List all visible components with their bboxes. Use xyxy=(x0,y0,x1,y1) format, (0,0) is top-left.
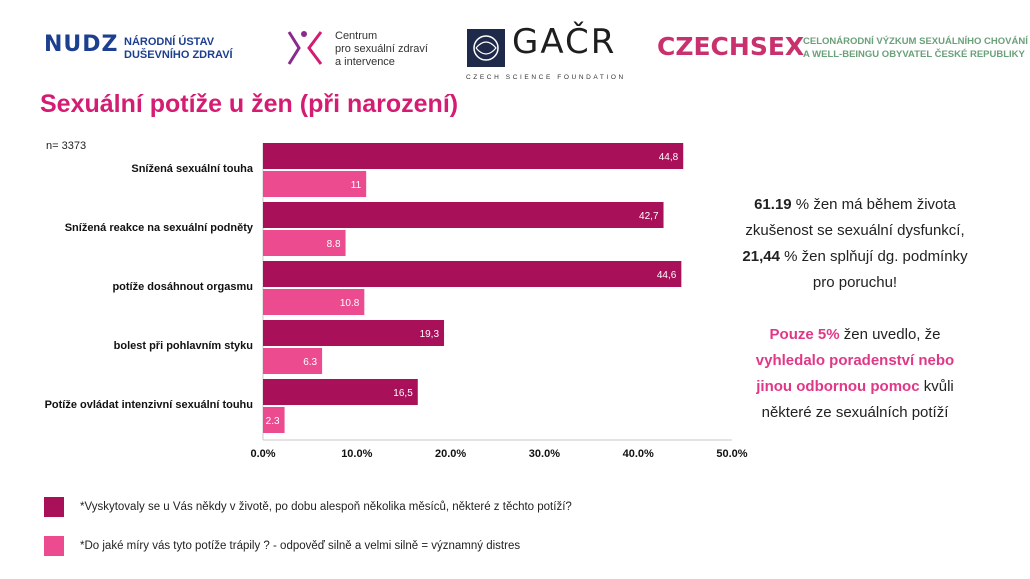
legend-item-1: *Vyskytovaly se u Vás někdy v životě, po… xyxy=(44,497,572,517)
info-text-1: % žen má během života zkušenost se sexuá… xyxy=(745,196,965,239)
x-tick-label: 40.0% xyxy=(623,448,654,460)
centrum-line2: pro sexuální zdraví xyxy=(335,43,428,55)
czechsex-line2: A WELL-BEINGU OBYVATEL ČESKÉ REPUBLIKY xyxy=(803,49,1025,60)
nudz-line1: NÁRODNÍ ÚSTAV xyxy=(124,36,215,48)
legend-text-2: *Do jaké míry vás tyto potíže trápily ? … xyxy=(80,540,521,552)
legend-text-1: *Vyskytovaly se u Vás někdy v životě, po… xyxy=(80,501,572,513)
data-label: 42,7 xyxy=(639,211,659,222)
category-label: Snížená sexuální touha xyxy=(131,163,254,175)
czechsex-logo: CZECHSEX CELONÁRODNÍ VÝZKUM SEXUÁLNÍHO C… xyxy=(657,32,1028,61)
x-tick-label: 20.0% xyxy=(435,448,466,460)
bar xyxy=(263,348,323,374)
info-text-2: % žen splňují dg. podmínky pro poruchu! xyxy=(779,248,968,291)
data-label: 8.8 xyxy=(327,239,341,250)
bar xyxy=(263,230,346,256)
category-label: bolest při pohlavním styku xyxy=(114,340,253,352)
sample-size-label: n= 3373 xyxy=(46,140,87,152)
czechsex-subtitle: CELONÁRODNÍ VÝZKUM SEXUÁLNÍHO CHOVÁNÍ A … xyxy=(803,35,1028,61)
gacr-word: GAČR xyxy=(512,22,617,62)
chart-title: Sexuální potíže u žen (při narození) xyxy=(40,90,459,118)
category-label: Snížená reakce na sexuální podněty xyxy=(65,222,254,234)
bar xyxy=(263,202,664,228)
data-label: 19,3 xyxy=(420,329,440,340)
x-tick-label: 50.0% xyxy=(716,448,747,460)
gacr-logo: GAČR CZECH SCIENCE FOUNDATION xyxy=(466,22,623,81)
czechsex-word: CZECHSEX xyxy=(657,32,805,61)
centrum-name: Centrum pro sexuální zdraví a intervence xyxy=(335,30,428,69)
centrum-icon xyxy=(287,31,323,65)
bar xyxy=(263,143,684,169)
x-tick-label: 30.0% xyxy=(529,448,560,460)
bar xyxy=(263,261,682,287)
info-text-3: žen uvedlo, že xyxy=(839,326,941,343)
logo-bar: NUDZ NÁRODNÍ ÚSTAV DUŠEVNÍHO ZDRAVÍ Cent… xyxy=(0,22,1030,82)
data-label: 11 xyxy=(351,180,362,191)
info-highlight-2: vyhledalo poradenství nebo jinou odborno… xyxy=(755,352,955,395)
category-label: Potíže ovládat intenzivní sexuální touhu xyxy=(45,399,253,411)
info-paragraph-1: 61.19 % žen má během života zkušenost se… xyxy=(740,192,970,296)
data-label: 16,5 xyxy=(393,388,413,399)
data-label: 6.3 xyxy=(303,357,317,368)
category-label: potíže dosáhnout orgasmu xyxy=(112,281,253,293)
data-label: 44,8 xyxy=(659,152,679,163)
info-text-4: kvůli některé ze sexuálních potíží xyxy=(761,378,954,421)
info-paragraph-2: Pouze 5% žen uvedlo, že vyhledalo porade… xyxy=(740,322,970,426)
legend-swatch-light xyxy=(44,536,64,556)
gacr-emblem-icon xyxy=(467,29,505,67)
info-stat-1: 61.19 xyxy=(754,196,792,213)
centrum-line1: Centrum xyxy=(335,30,378,42)
x-tick-label: 0.0% xyxy=(250,448,275,460)
bar xyxy=(263,379,418,405)
nudz-line2: DUŠEVNÍHO ZDRAVÍ xyxy=(124,49,233,61)
bar xyxy=(263,407,285,433)
info-panel: 61.19 % žen má během života zkušenost se… xyxy=(740,192,970,426)
legend-swatch-dark xyxy=(44,497,64,517)
bar xyxy=(263,320,445,346)
nudz-mark: NUDZ xyxy=(44,32,119,57)
data-label: 44,6 xyxy=(657,270,677,281)
bar xyxy=(263,171,367,197)
centrum-logo: Centrum pro sexuální zdraví a intervence xyxy=(285,26,428,75)
bar xyxy=(263,289,365,315)
x-tick-label: 10.0% xyxy=(341,448,372,460)
centrum-line3: a intervence xyxy=(335,56,395,68)
data-label: 2.3 xyxy=(266,416,280,427)
info-highlight-1: Pouze 5% xyxy=(769,326,840,343)
legend-item-2: *Do jaké míry vás tyto potíže trápily ? … xyxy=(44,536,520,556)
nudz-logo: NUDZ NÁRODNÍ ÚSTAV DUŠEVNÍHO ZDRAVÍ xyxy=(44,32,233,61)
info-stat-2: 21,44 xyxy=(742,248,780,265)
data-label: 10.8 xyxy=(340,298,360,309)
gacr-subtitle: CZECH SCIENCE FOUNDATION xyxy=(466,74,626,81)
nudz-name: NÁRODNÍ ÚSTAV DUŠEVNÍHO ZDRAVÍ xyxy=(124,36,233,62)
czechsex-line1: CELONÁRODNÍ VÝZKUM SEXUÁLNÍHO CHOVÁNÍ xyxy=(803,36,1028,47)
